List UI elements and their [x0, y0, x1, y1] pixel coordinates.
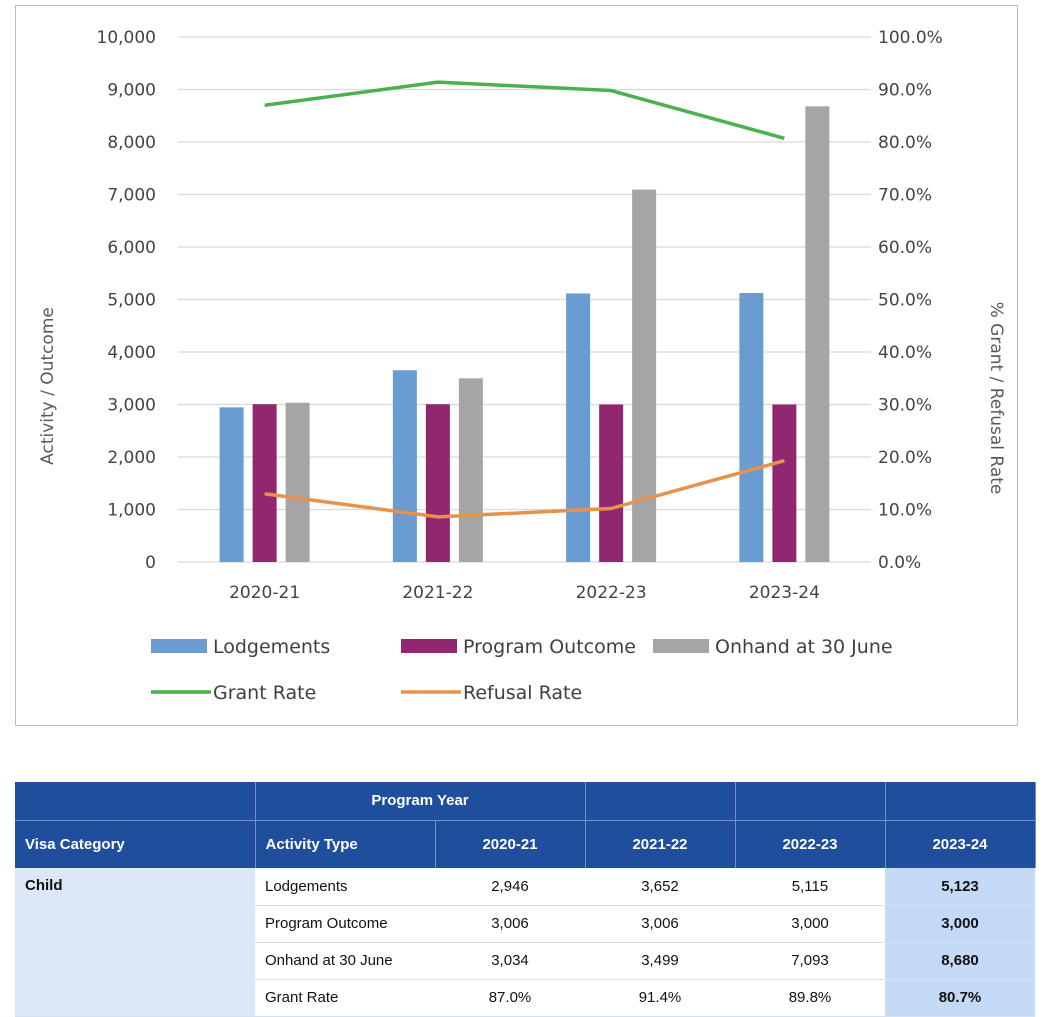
- activity-cell: Onhand at 30 June: [255, 942, 435, 980]
- col-header-2023-24: 2023-24: [885, 819, 1036, 868]
- chart-frame: 0 0.0% 1,000 10.0% 2,000 20.0% 3,000 30.0% 4,000…: [15, 5, 1018, 726]
- col-header-2020-21: 2020-21: [435, 819, 586, 868]
- value-cell: 3,006: [585, 905, 735, 943]
- y2-tick-label: 60.0%: [878, 238, 932, 258]
- value-cell: 3,006: [435, 905, 585, 943]
- value-cell: 91.4%: [585, 979, 735, 1017]
- line-refusal-rate: [264, 458, 785, 519]
- table-header-blank: [15, 782, 256, 820]
- bar-program-outcome: [772, 404, 797, 562]
- col-header-visa-category: Visa Category: [15, 819, 256, 868]
- bar-onhand-at-30-june: [632, 189, 657, 562]
- y-tick-label: 3,000: [107, 396, 156, 416]
- col-header-activity-type: Activity Type: [255, 819, 436, 868]
- bar-program-outcome: [425, 404, 450, 562]
- y-tick-label: 4,000: [107, 343, 156, 363]
- table-row: Program Outcome 3,006 3,006 3,000 3,000: [15, 905, 1035, 943]
- value-cell: 3,652: [585, 868, 735, 906]
- legend-label-grant-rate: Grant Rate: [213, 682, 316, 704]
- value-cell-highlight: 3,000: [885, 905, 1035, 943]
- y2-tick-label: 0.0%: [878, 553, 921, 573]
- legend-label-program-outcome: Program Outcome: [463, 636, 636, 658]
- y2-tick-label: 30.0%: [878, 396, 932, 416]
- bar-program-outcome: [252, 404, 277, 562]
- value-cell: 5,115: [735, 868, 885, 906]
- value-cell: 3,034: [435, 942, 585, 980]
- legend-label-lodgements: Lodgements: [213, 636, 330, 658]
- y-tick-label: 5,000: [107, 291, 156, 311]
- bar-lodgements: [566, 293, 591, 562]
- y-tick-label: 7,000: [107, 186, 156, 206]
- value-cell: 3,000: [735, 905, 885, 943]
- y-tick-label: 0: [145, 553, 156, 573]
- value-cell-highlight: 8,680: [885, 942, 1035, 980]
- legend-label-onhand-at-30-june: Onhand at 30 June: [715, 636, 893, 658]
- activity-cell: Program Outcome: [255, 905, 435, 943]
- data-table: Program Year Visa Category Activity Type…: [15, 782, 1036, 1017]
- value-cell-highlight: 5,123: [885, 868, 1035, 906]
- legend-label-refusal-rate: Refusal Rate: [463, 682, 582, 704]
- program-year-header: Program Year: [255, 782, 586, 820]
- y-tick-label: 8,000: [107, 133, 156, 153]
- activity-cell: Grant Rate: [255, 979, 435, 1017]
- value-cell-highlight: 80.7%: [885, 979, 1035, 1017]
- table-header-blank: [735, 782, 886, 820]
- y-tick-label: 9,000: [107, 81, 156, 101]
- col-header-2021-22: 2021-22: [585, 819, 736, 868]
- legend-swatch-program-outcome: [401, 639, 457, 653]
- table-row: Onhand at 30 June 3,034 3,499 7,093 8,68…: [15, 942, 1035, 980]
- y2-tick-label: 90.0%: [878, 81, 932, 101]
- legend-swatch-onhand-at-30-june: [653, 639, 709, 653]
- y-tick-label: 1,000: [107, 501, 156, 521]
- value-cell: 3,499: [585, 942, 735, 980]
- value-cell: 7,093: [735, 942, 885, 980]
- table-column-header-row: Visa Category Activity Type 2020-21 2021…: [15, 819, 1036, 868]
- x-tick-label: 2022-23: [576, 583, 647, 603]
- x-tick-label: 2021-22: [402, 583, 473, 603]
- line-grant-rate: [264, 80, 785, 141]
- activity-cell: Lodgements: [255, 868, 435, 906]
- y2-tick-label: 100.0%: [878, 28, 943, 48]
- table-row: Child Lodgements 2,946 3,652 5,115 5,123: [15, 868, 1035, 1017]
- table-group-header-row: Program Year: [15, 782, 1036, 820]
- y2-tick-label: 80.0%: [878, 133, 932, 153]
- y2-tick-label: 10.0%: [878, 501, 932, 521]
- bar-program-outcome: [599, 404, 624, 562]
- bar-onhand-at-30-june: [285, 402, 310, 562]
- value-cell: 89.8%: [735, 979, 885, 1017]
- y-tick-label: 10,000: [97, 28, 156, 48]
- value-cell: 2,946: [435, 868, 585, 906]
- y2-tick-label: 40.0%: [878, 343, 932, 363]
- visa-category-cell: Child: [15, 868, 255, 1017]
- bar-onhand-at-30-june: [805, 106, 830, 563]
- y2-tick-label: 50.0%: [878, 291, 932, 311]
- y2-tick-label: 70.0%: [878, 186, 932, 206]
- y-tick-label: 6,000: [107, 238, 156, 258]
- table-header-blank: [585, 782, 736, 820]
- bar-lodgements: [219, 407, 244, 562]
- table-header-blank: [885, 782, 1036, 820]
- y-axis-title: Activity / Outcome: [38, 307, 58, 465]
- bar-onhand-at-30-june: [458, 378, 483, 562]
- y-tick-label: 2,000: [107, 448, 156, 468]
- bar-lodgements: [392, 370, 417, 562]
- x-tick-label: 2023-24: [749, 583, 820, 603]
- x-tick-label: 2020-21: [229, 583, 300, 603]
- bar-lodgements: [739, 293, 764, 562]
- value-cell: 87.0%: [435, 979, 585, 1017]
- y2-tick-label: 20.0%: [878, 448, 932, 468]
- y2-axis-title: % Grant / Refusal Rate: [986, 302, 1006, 495]
- combo-chart: 0 0.0% 1,000 10.0% 2,000 20.0% 3,000 30.0% 4,000…: [38, 28, 1006, 704]
- legend-swatch-lodgements: [151, 639, 207, 653]
- col-header-2022-23: 2022-23: [735, 819, 886, 868]
